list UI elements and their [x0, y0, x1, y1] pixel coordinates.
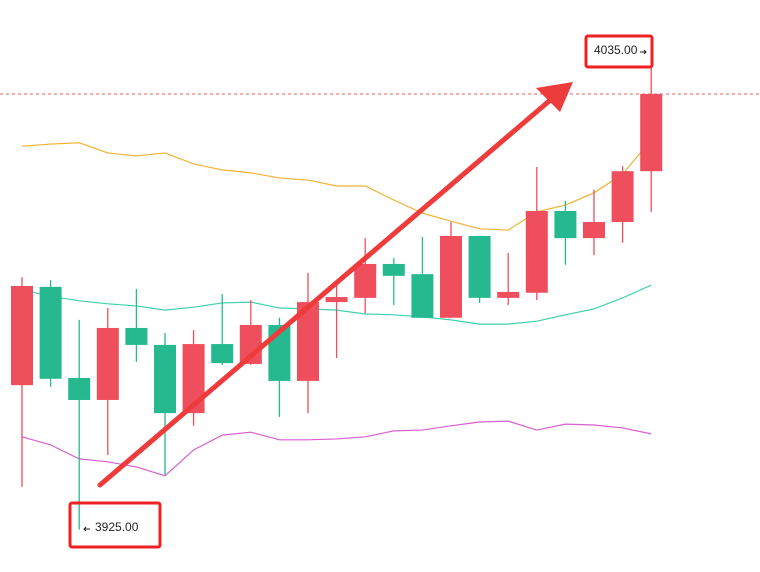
candle-body — [640, 94, 663, 172]
candle-body — [125, 327, 148, 345]
trend-arrow-shaft — [97, 93, 558, 488]
candle-body — [411, 274, 434, 318]
low-highlight-box — [68, 501, 162, 549]
low-pointer — [83, 526, 90, 532]
indicator-line — [21, 139, 652, 231]
candle-body — [211, 344, 234, 364]
candle-body — [468, 236, 491, 298]
indicator-line — [21, 420, 652, 477]
candle-body — [611, 171, 634, 223]
high-pointer — [640, 49, 647, 55]
candle-body — [497, 291, 520, 298]
low-price-label: 3925.00 — [95, 520, 139, 534]
candle-body — [96, 327, 119, 400]
candle-body — [39, 286, 62, 379]
high-highlight-box — [584, 34, 654, 69]
candle-body — [325, 297, 348, 303]
trend-arrow — [97, 82, 573, 488]
candle-body — [11, 286, 33, 386]
candle-body — [554, 211, 577, 239]
high-price-label: 4035.00 — [594, 43, 638, 57]
trend-arrow-head — [536, 82, 573, 112]
candle-body — [382, 263, 405, 276]
candle-body — [68, 377, 91, 400]
candle-body — [583, 222, 605, 239]
candle-body — [297, 302, 319, 381]
candle-body — [182, 344, 205, 414]
candle-body — [354, 263, 377, 298]
candle-body — [525, 211, 548, 293]
candle-body — [154, 344, 176, 414]
candle-body — [440, 236, 462, 318]
